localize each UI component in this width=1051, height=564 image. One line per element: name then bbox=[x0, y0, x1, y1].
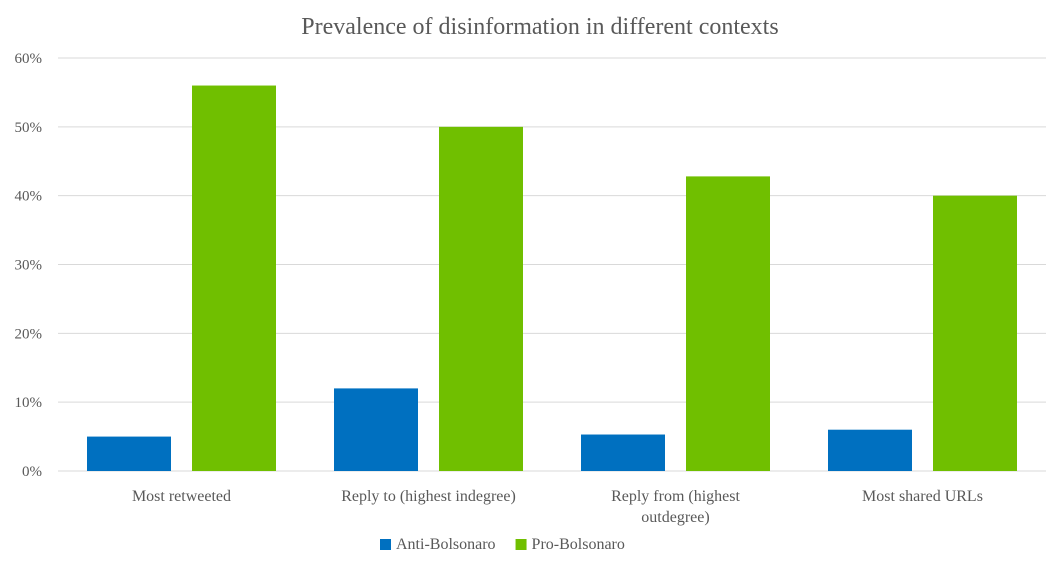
y-tick-label: 40% bbox=[15, 189, 43, 205]
chart-title: Prevalence of disinformation in differen… bbox=[301, 14, 778, 40]
bar-pro-bolsonaro bbox=[439, 126, 523, 471]
y-tick-label: 50% bbox=[15, 120, 43, 136]
legend: Anti-Bolsonaro Pro-Bolsonaro bbox=[380, 536, 625, 553]
x-axis-labels: Most retweeted Reply to (highest indegree… bbox=[132, 488, 983, 526]
x-category-label: Reply to (highest indegree) bbox=[341, 488, 516, 505]
bar-pro-bolsonaro bbox=[933, 195, 1017, 471]
y-tick-label: 60% bbox=[15, 51, 43, 67]
x-category-label: Most retweeted bbox=[132, 488, 231, 505]
x-category-label: Reply from (highest bbox=[611, 488, 740, 505]
bar-pro-bolsonaro bbox=[686, 176, 770, 472]
legend-label: Pro-Bolsonaro bbox=[532, 536, 625, 553]
legend-label: Anti-Bolsonaro bbox=[396, 536, 496, 553]
y-tick-label: 30% bbox=[15, 258, 43, 274]
bar-anti-bolsonaro bbox=[87, 436, 171, 471]
bar-anti-bolsonaro bbox=[334, 388, 418, 471]
bar-anti-bolsonaro bbox=[828, 429, 912, 471]
y-tick-label: 20% bbox=[15, 326, 43, 342]
legend-swatch bbox=[380, 539, 391, 550]
y-tick-label: 0% bbox=[22, 464, 42, 480]
x-category-label: Most shared URLs bbox=[862, 488, 983, 505]
y-tick-label: 10% bbox=[15, 395, 43, 411]
bars bbox=[87, 85, 1017, 472]
bar-pro-bolsonaro bbox=[192, 85, 276, 472]
x-category-label: outdegree) bbox=[641, 509, 709, 526]
y-axis-ticks: 0% 10% 20% 30% 40% 50% 60% bbox=[15, 51, 43, 480]
legend-swatch bbox=[515, 539, 527, 550]
bar-anti-bolsonaro bbox=[581, 434, 665, 471]
